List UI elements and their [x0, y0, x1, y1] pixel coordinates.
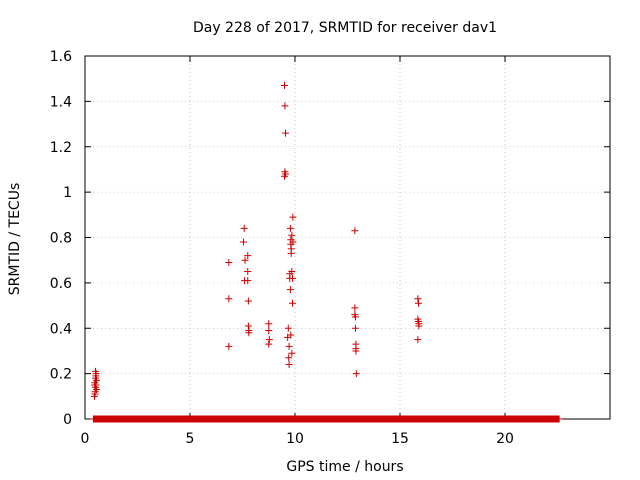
y-tick-label: 1.2	[50, 140, 72, 156]
y-tick-label: 0.4	[50, 321, 72, 337]
data-point	[414, 295, 422, 303]
chart-title: Day 228 of 2017, SRMTID for receiver dav…	[193, 20, 497, 36]
data-point	[352, 370, 360, 378]
data-point	[240, 224, 248, 232]
data-point	[288, 231, 296, 239]
data-point	[265, 327, 273, 335]
data-point	[415, 322, 423, 330]
data-point	[285, 354, 293, 362]
data-point	[351, 227, 359, 235]
y-tick-label: 1	[63, 185, 72, 201]
data-point	[285, 361, 293, 369]
axis-ticks: 0 5 10 15 20 0 0.2 0.4 0.6 0.8 1 1.2 1.4 1.6	[50, 49, 610, 447]
data-point	[286, 286, 294, 294]
data-point	[244, 252, 252, 260]
data-point	[289, 238, 297, 246]
data-point	[91, 390, 99, 398]
x-axis-label: GPS time / hours	[286, 459, 403, 475]
grid	[85, 56, 610, 419]
x-tick-label: 20	[496, 431, 514, 447]
data-point	[91, 381, 99, 389]
data-point	[93, 386, 101, 394]
data-point	[93, 376, 101, 384]
data-point	[288, 268, 296, 276]
data-point	[244, 268, 252, 276]
x-tick-label: 0	[81, 431, 90, 447]
data-points	[89, 81, 563, 423]
y-tick-label: 1.6	[50, 49, 72, 65]
data-point	[240, 238, 248, 246]
data-point	[244, 277, 252, 285]
data-point	[282, 129, 290, 137]
y-tick-label: 0	[63, 412, 72, 428]
data-point	[281, 172, 288, 180]
y-tick-label: 0.8	[50, 231, 72, 247]
data-point	[288, 274, 296, 282]
data-point	[241, 256, 249, 264]
y-tick-label: 1.4	[50, 94, 72, 110]
y-tick-label: 0.2	[50, 367, 72, 383]
data-point	[225, 258, 233, 266]
plot-frame	[84, 55, 611, 420]
x-tick-label: 15	[391, 431, 409, 447]
data-point	[281, 102, 289, 110]
x-tick-label: 10	[286, 431, 304, 447]
data-point	[414, 336, 422, 344]
data-point	[245, 327, 253, 335]
data-point	[351, 324, 359, 332]
data-point	[244, 297, 252, 305]
data-point	[285, 342, 293, 350]
data-point	[351, 313, 359, 321]
data-point	[351, 304, 359, 312]
data-point	[225, 295, 233, 303]
data-point	[414, 299, 422, 307]
data-point	[225, 342, 233, 350]
data-point	[281, 81, 288, 89]
data-point	[289, 213, 297, 221]
data-point	[288, 349, 296, 357]
data-point	[265, 340, 273, 348]
data-point	[265, 336, 273, 344]
baseline-point	[555, 415, 563, 423]
y-axis-label: SRMTID / TECUs	[7, 183, 23, 296]
data-point	[265, 320, 273, 328]
data-point	[92, 372, 100, 380]
data-point	[352, 347, 360, 355]
data-point	[286, 224, 294, 232]
data-point	[287, 249, 295, 257]
data-point	[288, 299, 296, 307]
data-point	[287, 331, 295, 339]
data-point	[284, 324, 292, 332]
y-tick-label: 0.6	[50, 276, 72, 292]
x-tick-label: 5	[186, 431, 195, 447]
